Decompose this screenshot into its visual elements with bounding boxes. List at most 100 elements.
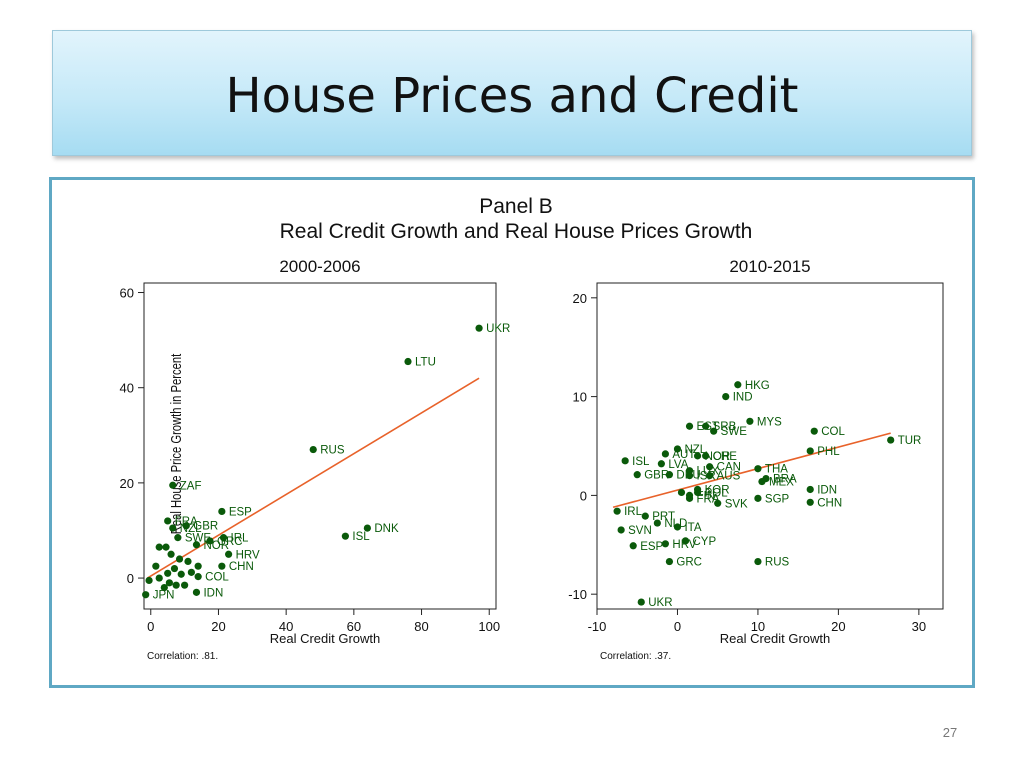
plot-area-frame: [143, 282, 497, 610]
x-tick-label: 0: [674, 619, 681, 634]
data-point: [702, 422, 710, 430]
data-point: [142, 591, 150, 599]
data-point: [734, 381, 742, 389]
y-tick-label: 20: [573, 291, 587, 306]
data-point: [806, 447, 814, 455]
x-axis-label: Real Credit Growth: [270, 631, 381, 646]
point-label: FRA: [697, 493, 720, 505]
point-label: CHE: [713, 451, 738, 463]
point-label: BRA: [773, 474, 797, 486]
point-label: SGP: [765, 493, 790, 505]
point-label: IRL: [624, 506, 643, 518]
data-point: [758, 477, 766, 486]
x-tick-label: 100: [478, 619, 500, 634]
data-point: [225, 550, 233, 558]
slide-number: 27: [942, 725, 958, 740]
data-point: [633, 471, 641, 479]
y-tick-label: 20: [120, 476, 134, 491]
data-point: [206, 537, 214, 545]
data-point: [218, 507, 226, 516]
point-label: RUS: [320, 445, 345, 457]
y-tick-label: 10: [573, 390, 587, 405]
panel-title: 2010-2015: [729, 257, 810, 276]
point-label: KOR: [705, 484, 730, 496]
data-point: [170, 564, 179, 573]
data-point: [653, 519, 661, 527]
point-label: UKR: [648, 597, 672, 609]
data-point: [887, 436, 895, 444]
point-label: COL: [205, 572, 229, 584]
scatter-chart: Panel B Real Credit Growth and Real Hous…: [120, 195, 944, 662]
point-label: NOR: [203, 540, 229, 552]
point-label: COL: [821, 426, 845, 438]
point-label: ZAF: [180, 480, 202, 492]
data-point: [187, 568, 195, 576]
point-label: MYS: [757, 416, 782, 428]
point-label: FRA: [175, 516, 198, 528]
slide-title: House Prices and Credit: [225, 68, 799, 124]
data-point: [164, 517, 172, 525]
point-label: HRV: [672, 539, 696, 551]
data-point: [145, 576, 153, 585]
y-tick-label: 60: [120, 286, 134, 301]
point-label: IDN: [203, 587, 223, 599]
x-tick-label: 80: [414, 619, 428, 634]
point-label: SRB: [713, 421, 737, 433]
data-point: [341, 532, 349, 540]
x-tick-label: 10: [751, 619, 765, 634]
point-label: CHN: [817, 497, 842, 509]
data-point: [155, 574, 163, 582]
data-point: [475, 324, 483, 332]
point-label: POL: [705, 487, 729, 499]
data-point: [641, 512, 649, 520]
point-label: SWE: [185, 533, 212, 545]
data-point: [629, 542, 637, 550]
data-point: [665, 471, 674, 479]
y-tick-label: -10: [568, 587, 587, 602]
data-point: [404, 357, 412, 366]
data-point: [754, 465, 762, 473]
point-label: ISL: [352, 531, 370, 543]
data-point: [673, 523, 682, 531]
data-point: [617, 526, 625, 534]
y-axis-label: Real House Price Growth in Percent: [167, 353, 184, 534]
data-point: [702, 452, 710, 460]
point-label: NOR: [705, 451, 731, 463]
point-label: JPN: [153, 590, 175, 602]
data-point: [192, 541, 201, 549]
fit-line: [146, 377, 480, 579]
data-point: [637, 598, 645, 606]
data-point: [182, 522, 190, 530]
point-label: DNK: [374, 523, 399, 535]
y-tick-label: 40: [120, 381, 134, 396]
x-tick-label: 40: [279, 619, 293, 634]
x-tick-label: 30: [912, 619, 926, 634]
point-label: AUT: [672, 449, 695, 461]
x-tick-label: 0: [147, 619, 154, 634]
chart-figure-frame: Panel B Real Credit Growth and Real Hous…: [49, 177, 975, 688]
point-label: AUS: [717, 471, 741, 483]
data-point: [673, 445, 682, 453]
data-point: [661, 540, 669, 548]
data-point: [693, 488, 702, 497]
data-point: [754, 494, 762, 502]
data-point: [806, 498, 814, 506]
point-label: CYP: [693, 536, 717, 548]
data-point: [665, 557, 674, 566]
data-point: [167, 550, 175, 558]
point-label: GRC: [217, 536, 243, 548]
point-label: GBR: [644, 470, 669, 482]
data-point: [685, 472, 694, 480]
data-point: [218, 562, 226, 570]
data-point: [160, 583, 168, 592]
point-label: HKG: [745, 380, 770, 392]
x-axis-label: Real Credit Growth: [720, 631, 831, 646]
point-label: THA: [765, 464, 788, 476]
point-label: PHL: [817, 446, 840, 458]
data-point: [181, 581, 189, 589]
point-label: CAN: [717, 462, 741, 474]
point-label: NZL: [180, 523, 202, 535]
point-label: LUX: [697, 466, 720, 478]
data-point: [722, 393, 730, 401]
